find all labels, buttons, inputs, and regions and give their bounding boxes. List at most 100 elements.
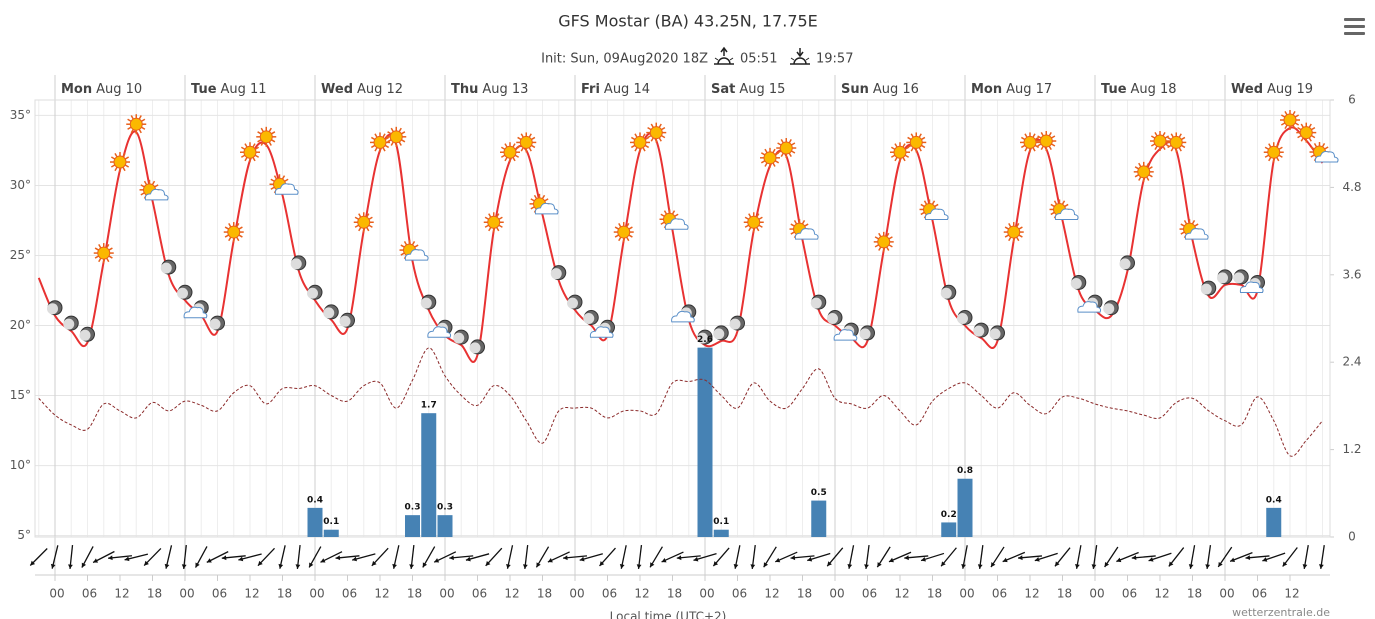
sun-ray [370, 144, 376, 149]
y-tick-label: 20° [10, 318, 31, 332]
cloud-icon [794, 228, 819, 240]
wind-head [676, 555, 682, 561]
sun-ray [1280, 114, 1286, 118]
y2-tick-label: 1.2 [1342, 442, 1361, 456]
wind-head [1230, 557, 1236, 563]
sun-ray [642, 133, 646, 138]
sun-ray [496, 213, 500, 218]
moon-icon [973, 322, 989, 338]
day-label: Sat Aug 15 [711, 82, 785, 97]
moon-light [1119, 258, 1131, 270]
wind-head [93, 558, 99, 563]
moon-light [453, 332, 465, 344]
wind-head [1319, 564, 1324, 569]
data-label: 0.4 [1266, 495, 1282, 505]
sun-ray [907, 136, 912, 141]
sun-ray [774, 160, 780, 164]
sunrise-icon [714, 46, 734, 65]
sun-disc [1153, 134, 1167, 148]
x-tick-label: 00 [1089, 587, 1104, 601]
sun-ray [528, 133, 532, 138]
data-label: 0.5 [811, 488, 827, 498]
x-tick-label: 18 [1187, 587, 1202, 601]
labels: 5° 10° 15° 20° 25° 30° 35° 0 1.2 2.4 3.6 4.8 6 00 06 12… [10, 82, 1362, 601]
precip-bar [307, 507, 323, 537]
sun-ray [1032, 133, 1036, 138]
day-weekday: Sat [711, 82, 735, 97]
sun-disc [1137, 165, 1151, 179]
day-label: Mon Aug 17 [971, 82, 1052, 97]
day-label: Tue Aug 18 [1101, 82, 1177, 97]
wind-head [1116, 557, 1122, 563]
sun-ray [390, 127, 394, 132]
cloud-icon [1314, 151, 1339, 163]
sun-icon [370, 132, 390, 153]
sun-ray [1162, 131, 1166, 137]
sun-ray [630, 136, 636, 141]
x-tick-label: 06 [992, 587, 1007, 601]
sun-ray [240, 146, 246, 150]
menu-button[interactable] [1340, 14, 1370, 40]
moon-icon [1119, 255, 1135, 271]
sun-ray [1050, 203, 1055, 208]
moon-light [323, 307, 335, 319]
x-tick-label: 06 [472, 587, 487, 601]
precip-bar [323, 529, 339, 537]
sun-icon [483, 212, 504, 233]
day-weekday: Tue [1101, 82, 1127, 97]
wind-head [733, 563, 739, 569]
sun-ray [520, 133, 524, 138]
sun-ray [358, 213, 362, 218]
sun-ray [244, 157, 248, 162]
cloud-shape [1314, 151, 1339, 163]
sun-ray [1037, 135, 1042, 139]
data-label: 1.7 [421, 401, 437, 411]
sun-ray [777, 150, 782, 154]
sun-disc [259, 130, 273, 144]
sun-ray [744, 224, 749, 228]
sun-ray [398, 127, 402, 132]
moon-icon [469, 339, 485, 355]
wind-head [164, 563, 170, 569]
moon-icon [47, 300, 63, 316]
sun-ray [374, 133, 378, 138]
x-tick-label: 18 [407, 587, 422, 601]
chart-title: GFS Mostar (BA) 43.25N, 17.75E [558, 12, 818, 31]
wind-head [238, 556, 244, 562]
sun-ray [923, 200, 928, 205]
sun-disc [389, 130, 403, 144]
wind-head [847, 564, 853, 569]
sun-disc [779, 141, 793, 155]
x-tick-label: 00 [1219, 587, 1234, 601]
moon-icon [810, 294, 827, 310]
sun-ray [1024, 147, 1028, 152]
sun-disc [243, 145, 257, 159]
sun-ray [1178, 147, 1182, 152]
moon-icon [957, 310, 973, 326]
sun-ray [228, 236, 232, 242]
moon-icon [827, 310, 843, 326]
x-tick-label: 12 [504, 587, 519, 601]
moon-light [177, 287, 188, 299]
sun-disc [763, 151, 777, 165]
cloud-shape [1184, 228, 1209, 240]
wind-head [108, 555, 113, 561]
moon-light [729, 318, 741, 330]
sun-ray [143, 180, 148, 186]
sun-ray [1134, 174, 1139, 178]
sun-ray [498, 224, 503, 228]
sun-disc [1007, 225, 1021, 239]
sun-icon [646, 122, 667, 143]
moon-light [1200, 283, 1212, 295]
sun-ray [1004, 234, 1009, 238]
sun-ray [1167, 144, 1172, 149]
day-weekday: Mon [971, 82, 1002, 97]
wind-head [713, 561, 719, 567]
cloud-icon [274, 183, 299, 195]
sun-ray [228, 223, 232, 228]
cloud-icon [1239, 281, 1264, 293]
wind-head [1205, 564, 1211, 569]
sun-ray [1294, 114, 1300, 118]
sun-ray [1300, 137, 1304, 142]
sun-ray [1048, 145, 1052, 151]
